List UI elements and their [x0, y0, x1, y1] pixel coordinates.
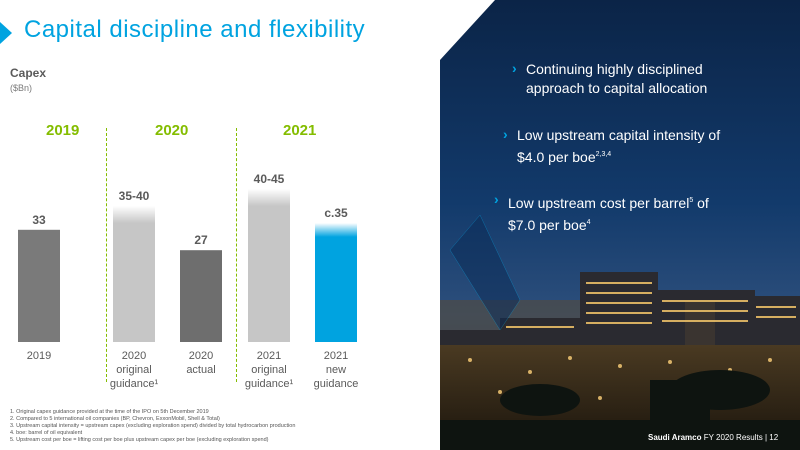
category-label: 2021 — [257, 350, 281, 362]
bar-value-label: c.35 — [324, 206, 348, 220]
bar-range-fade — [113, 206, 155, 223]
year-header-2019: 2019 — [46, 122, 80, 139]
year-divider — [106, 128, 107, 382]
footnote: 2. Compared to 5 international oil compa… — [10, 416, 220, 422]
bar-value-label: 27 — [194, 233, 208, 247]
year-divider — [236, 128, 237, 382]
footnote: 5. Upstream cost per boe = lifting cost … — [10, 437, 269, 443]
page-title: Capital discipline and flexibility — [24, 16, 366, 43]
chevron-right-icon: › — [494, 191, 499, 207]
bar — [113, 206, 155, 342]
category-label: actual — [186, 364, 215, 376]
bullet-capital-allocation: › Continuing highly disciplined approach… — [512, 60, 707, 98]
bar-range-fade — [248, 189, 290, 206]
footnote: 3. Upstream capital intensity = upstream… — [10, 423, 296, 429]
category-label: 2020 — [122, 350, 146, 362]
footer-separator: | — [764, 433, 768, 442]
bar — [18, 229, 60, 342]
bullet-cost-per-barrel: › Low upstream cost per barrel5 of $7.0 … — [494, 191, 709, 235]
title-accent-icon — [0, 22, 12, 44]
bullet-capital-intensity: › Low upstream capital intensity of $4.0… — [503, 126, 720, 167]
bar — [248, 189, 290, 342]
year-header-2021: 2021 — [283, 122, 317, 139]
category-label: original — [251, 364, 286, 376]
category-label: original — [116, 364, 151, 376]
category-label: 2020 — [189, 350, 213, 362]
chart-unit: ($Bn) — [10, 83, 33, 93]
footnotes: 1. Original capex guidance provided at t… — [10, 409, 295, 444]
footer-text: FY 2020 Results — [703, 433, 763, 442]
category-label: new — [326, 364, 346, 376]
footnote: 4. boe: barrel of oil equivalent — [10, 430, 83, 436]
category-label: guidance¹ — [245, 378, 294, 390]
city-night-photo — [440, 0, 800, 450]
category-label: guidance¹ — [110, 378, 159, 390]
chevron-right-icon: › — [512, 60, 517, 76]
category-label: 2019 — [27, 350, 51, 362]
bar-value-label: 33 — [32, 213, 46, 227]
bar-value-label: 35-40 — [119, 189, 150, 203]
bar-value-label: 40-45 — [254, 172, 285, 186]
bar — [180, 250, 222, 342]
category-label: guidance — [314, 378, 359, 390]
category-label: 2021 — [324, 350, 348, 362]
year-header-2020: 2020 — [155, 122, 189, 139]
footnote: 1. Original capex guidance provided at t… — [10, 409, 209, 415]
page-number: 12 — [769, 433, 779, 442]
chart-label: Capex — [10, 66, 47, 80]
bullet-text: Low upstream capital intensity of $4.0 p… — [517, 127, 721, 165]
chevron-right-icon: › — [503, 126, 508, 142]
bar-range-fade — [315, 223, 357, 237]
bullet-text: Low upstream cost per barrel5 of $7.0 pe… — [508, 195, 709, 233]
bullet-text: Continuing highly disciplined approach t… — [526, 61, 708, 96]
capex-bar-chart: 33 35-40 27 40-45 c.35 2019 2020 original guida… — [18, 172, 359, 390]
brand-name: Saudi Aramco — [648, 433, 702, 442]
footer: Saudi Aramco FY 2020 Results | 12 — [648, 433, 778, 442]
bar — [315, 223, 357, 342]
